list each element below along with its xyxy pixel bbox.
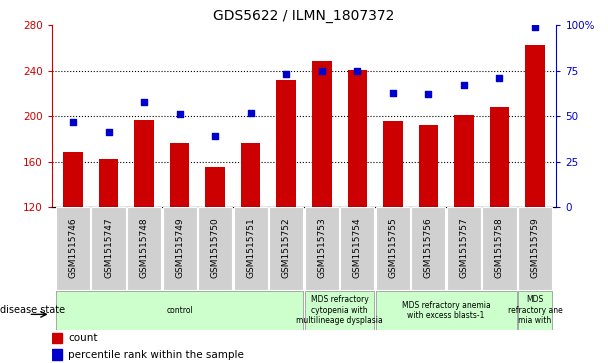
Bar: [91, 207, 126, 290]
Bar: [340, 207, 375, 290]
Bar: [518, 207, 552, 290]
Text: GSM1515747: GSM1515747: [104, 217, 113, 278]
Text: disease state: disease state: [0, 305, 65, 315]
Text: MDS
refractory ane
mia with: MDS refractory ane mia with: [508, 295, 562, 325]
Bar: [206, 167, 225, 207]
Text: GSM1515757: GSM1515757: [460, 217, 468, 278]
Point: [388, 90, 398, 95]
Text: GSM1515751: GSM1515751: [246, 217, 255, 278]
Bar: [376, 207, 410, 290]
Text: control: control: [166, 306, 193, 315]
Bar: [170, 143, 189, 207]
Bar: [52, 333, 63, 343]
Text: GSM1515749: GSM1515749: [175, 217, 184, 278]
Text: percentile rank within the sample: percentile rank within the sample: [68, 350, 244, 359]
Point: [424, 91, 434, 97]
Bar: [56, 207, 90, 290]
Text: GSM1515750: GSM1515750: [210, 217, 219, 278]
Point: [174, 111, 184, 117]
Text: GSM1515754: GSM1515754: [353, 217, 362, 278]
Point: [104, 130, 114, 135]
Title: GDS5622 / ILMN_1807372: GDS5622 / ILMN_1807372: [213, 9, 395, 23]
Point: [317, 68, 326, 74]
Bar: [127, 207, 161, 290]
Bar: [305, 207, 339, 290]
Bar: [482, 207, 517, 290]
Bar: [348, 70, 367, 207]
Bar: [241, 143, 260, 207]
Text: GSM1515756: GSM1515756: [424, 217, 433, 278]
Point: [282, 72, 291, 77]
Text: MDS refractory
cytopenia with
multilineage dysplasia: MDS refractory cytopenia with multilinea…: [296, 295, 383, 325]
Point: [210, 133, 220, 139]
Point: [246, 110, 255, 115]
Bar: [447, 207, 481, 290]
Bar: [412, 207, 446, 290]
Bar: [269, 207, 303, 290]
Bar: [198, 207, 232, 290]
Bar: [525, 45, 545, 207]
Text: GSM1515753: GSM1515753: [317, 217, 326, 278]
Text: GSM1515748: GSM1515748: [140, 217, 148, 278]
Text: GSM1515746: GSM1515746: [69, 217, 77, 278]
Bar: [162, 207, 196, 290]
Bar: [56, 291, 303, 330]
Text: GSM1515752: GSM1515752: [282, 217, 291, 278]
Point: [68, 119, 78, 125]
Bar: [454, 115, 474, 207]
Text: count: count: [68, 333, 98, 343]
Text: GSM1515758: GSM1515758: [495, 217, 504, 278]
Point: [530, 24, 540, 30]
Point: [459, 82, 469, 88]
Bar: [233, 207, 268, 290]
Text: GSM1515755: GSM1515755: [389, 217, 398, 278]
Point: [353, 68, 362, 74]
Bar: [489, 107, 510, 207]
Bar: [383, 121, 402, 207]
Bar: [277, 80, 296, 207]
Bar: [134, 119, 154, 207]
Bar: [63, 152, 83, 207]
Text: MDS refractory anemia
with excess blasts-1: MDS refractory anemia with excess blasts…: [402, 301, 491, 320]
Point: [494, 75, 504, 81]
Bar: [419, 125, 438, 207]
Bar: [312, 61, 331, 207]
Bar: [518, 291, 552, 330]
Bar: [52, 349, 63, 360]
Bar: [98, 159, 119, 207]
Bar: [376, 291, 517, 330]
Text: GSM1515759: GSM1515759: [531, 217, 539, 278]
Bar: [305, 291, 375, 330]
Point: [139, 99, 149, 105]
